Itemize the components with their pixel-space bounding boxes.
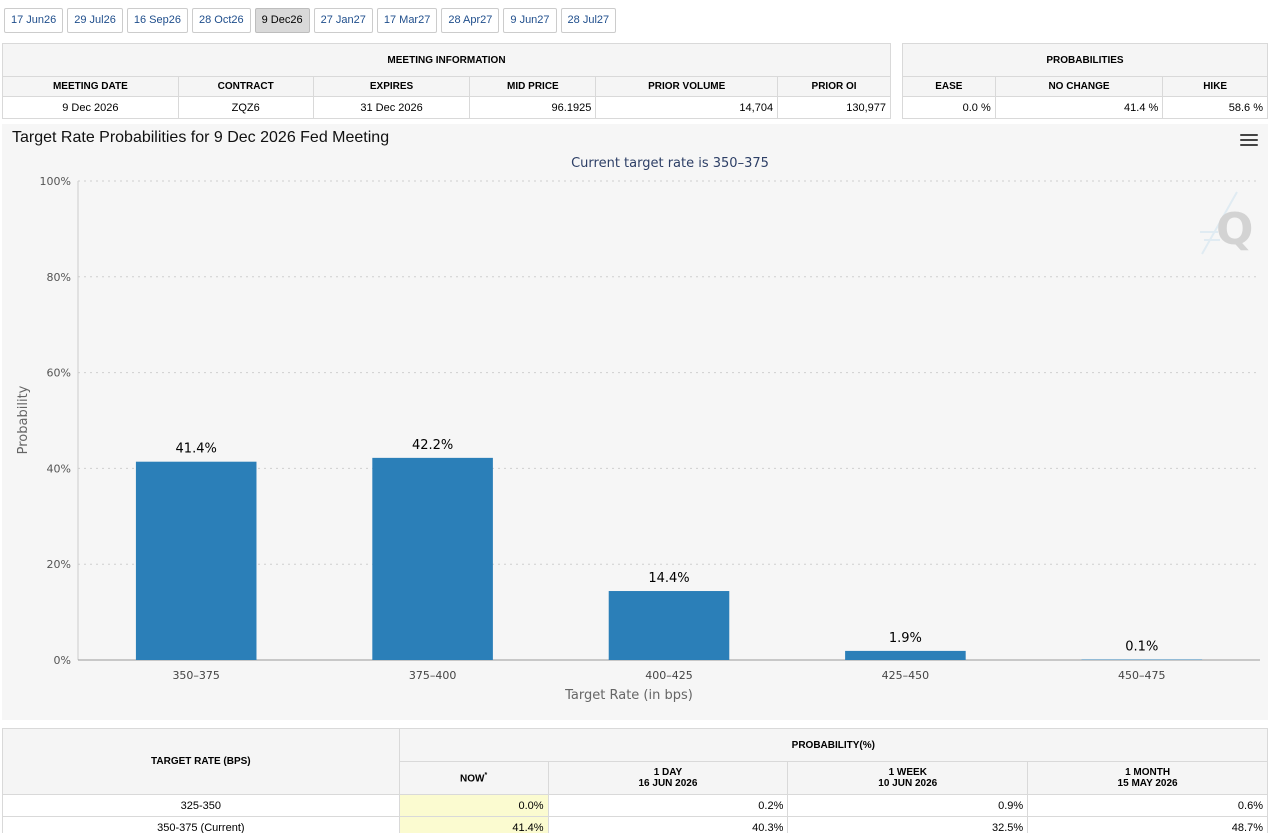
expires-value: 31 Dec 2026 — [312, 96, 471, 119]
y-tick-label: 60% — [47, 367, 71, 380]
bar[interactable] — [845, 650, 966, 660]
one-month-cell: 48.7% — [1027, 816, 1268, 833]
col-expires: EXPIRES — [312, 76, 471, 97]
col-contract: CONTRACT — [177, 76, 314, 97]
ease-value: 0.0 % — [902, 96, 996, 119]
x-tick-label: 400–425 — [645, 669, 693, 682]
chart-subtitle: Current target rate is 350–375 — [571, 156, 769, 171]
table-row: 350-375 (Current) 41.4% 40.3% 32.5% 48.7… — [2, 816, 1268, 833]
probabilities-table: PROBABILITIES EASE NO CHANGE HIKE 0.0 % … — [902, 43, 1268, 119]
x-axis-ticks: 350–375 375–400 400–425 425–450 450–475 — [172, 669, 1165, 682]
tab-29-jul26[interactable]: 29 Jul26 — [67, 8, 123, 33]
one-week-cell: 32.5% — [787, 816, 1029, 833]
meeting-date-tabs: 17 Jun26 29 Jul26 16 Sep26 28 Oct26 9 De… — [4, 8, 617, 33]
target-rate-header: TARGET RATE (BPS) — [2, 728, 400, 795]
col-meeting-date: MEETING DATE — [2, 76, 179, 97]
x-tick-label: 350–375 — [172, 669, 220, 682]
bar-data-label: 42.2% — [412, 438, 453, 453]
col-hike: HIKE — [1162, 76, 1268, 97]
bar-data-label: 14.4% — [648, 571, 689, 586]
tab-27-jan27[interactable]: 27 Jan27 — [313, 8, 373, 33]
bar[interactable] — [608, 591, 730, 660]
y-tick-label: 20% — [47, 558, 71, 571]
probability-header: PROBABILITY(%) — [398, 728, 1268, 762]
mid-price-value: 96.1925 — [469, 96, 597, 119]
quikstrike-logo: Q — [1200, 191, 1253, 255]
col-prior-volume: PRIOR VOLUME — [595, 76, 779, 97]
one-day-cell: 0.2% — [547, 794, 789, 817]
col-1-month: 1 MONTH 15 MAY 2026 — [1027, 761, 1268, 795]
bar-data-label: 1.9% — [889, 631, 922, 646]
bar[interactable] — [135, 461, 257, 660]
now-cell: 41.4% — [398, 816, 549, 833]
col-mid-price: MID PRICE — [469, 76, 597, 97]
col-1-week: 1 WEEK 10 JUN 2026 — [787, 761, 1029, 795]
hike-value: 58.6 % — [1162, 96, 1268, 119]
contract-value: ZQZ6 — [177, 96, 314, 119]
col-prior-oi: PRIOR OI — [777, 76, 891, 97]
prior-oi-value: 130,977 — [777, 96, 891, 119]
rate-cell: 350-375 (Current) — [2, 816, 400, 833]
chart-canvas: Current target rate is 350–375 0% 20% 40% 6… — [16, 156, 1260, 703]
one-month-cell: 0.6% — [1027, 794, 1268, 817]
x-tick-label: 425–450 — [882, 669, 930, 682]
col-ease: EASE — [902, 76, 996, 97]
x-tick-label: 375–400 — [409, 669, 457, 682]
y-tick-label: 40% — [47, 462, 71, 475]
tab-9-dec26[interactable]: 9 Dec26 — [254, 8, 310, 33]
one-day-cell: 40.3% — [547, 816, 789, 833]
tab-28-apr27[interactable]: 28 Apr27 — [441, 8, 500, 33]
tab-17-mar27[interactable]: 17 Mar27 — [376, 8, 438, 33]
y-axis-ticks: 0% 20% 40% 60% 80% 100% — [40, 175, 71, 667]
now-cell: 0.0% — [398, 794, 549, 817]
prior-volume-value: 14,704 — [595, 96, 779, 119]
bar-data-label: 0.1% — [1125, 640, 1158, 655]
chart-menu-icon[interactable] — [1240, 134, 1258, 148]
chart-title: Target Rate Probabilities for 9 Dec 2026… — [12, 129, 390, 146]
col-no-change: NO CHANGE — [994, 76, 1164, 97]
chart-bars: 41.4% 42.2% 14.4% 1.9% 0.1% — [135, 438, 1203, 660]
bar[interactable] — [372, 457, 493, 660]
y-tick-label: 100% — [40, 175, 71, 188]
logo-letter: Q — [1216, 204, 1253, 255]
bar-data-label: 41.4% — [176, 442, 217, 457]
x-tick-label: 450–475 — [1118, 669, 1166, 682]
y-tick-label: 0% — [54, 654, 71, 667]
one-week-cell: 0.9% — [787, 794, 1029, 817]
tab-28-jul27[interactable]: 28 Jul27 — [560, 8, 617, 33]
probabilities-header: PROBABILITIES — [902, 43, 1268, 77]
table-row: 325-350 0.0% 0.2% 0.9% 0.6% — [2, 794, 1268, 817]
no-change-value: 41.4 % — [994, 96, 1164, 119]
meeting-information-table: MEETING INFORMATION MEETING DATE CONTRAC… — [2, 43, 891, 119]
tab-28-oct26[interactable]: 28 Oct26 — [191, 8, 251, 33]
tab-17-jun26[interactable]: 17 Jun26 — [4, 8, 64, 33]
x-axis-label: Target Rate (in bps) — [564, 688, 693, 703]
tab-16-sep26[interactable]: 16 Sep26 — [126, 8, 188, 33]
target-rate-chart: Current target rate is 350–375 0% 20% 40% 6… — [2, 124, 1268, 720]
col-now: NOW* — [398, 761, 549, 795]
col-1-day: 1 DAY 16 JUN 2026 — [547, 761, 789, 795]
meeting-date-value: 9 Dec 2026 — [2, 96, 179, 119]
y-axis-label: Probability — [16, 385, 31, 454]
rate-cell: 325-350 — [2, 794, 400, 817]
y-tick-label: 80% — [47, 271, 71, 284]
meeting-information-header: MEETING INFORMATION — [2, 43, 891, 77]
tab-9-jun27[interactable]: 9 Jun27 — [503, 8, 557, 33]
probability-history-table: TARGET RATE (BPS) PROBABILITY(%) NOW* 1 … — [2, 728, 1268, 833]
